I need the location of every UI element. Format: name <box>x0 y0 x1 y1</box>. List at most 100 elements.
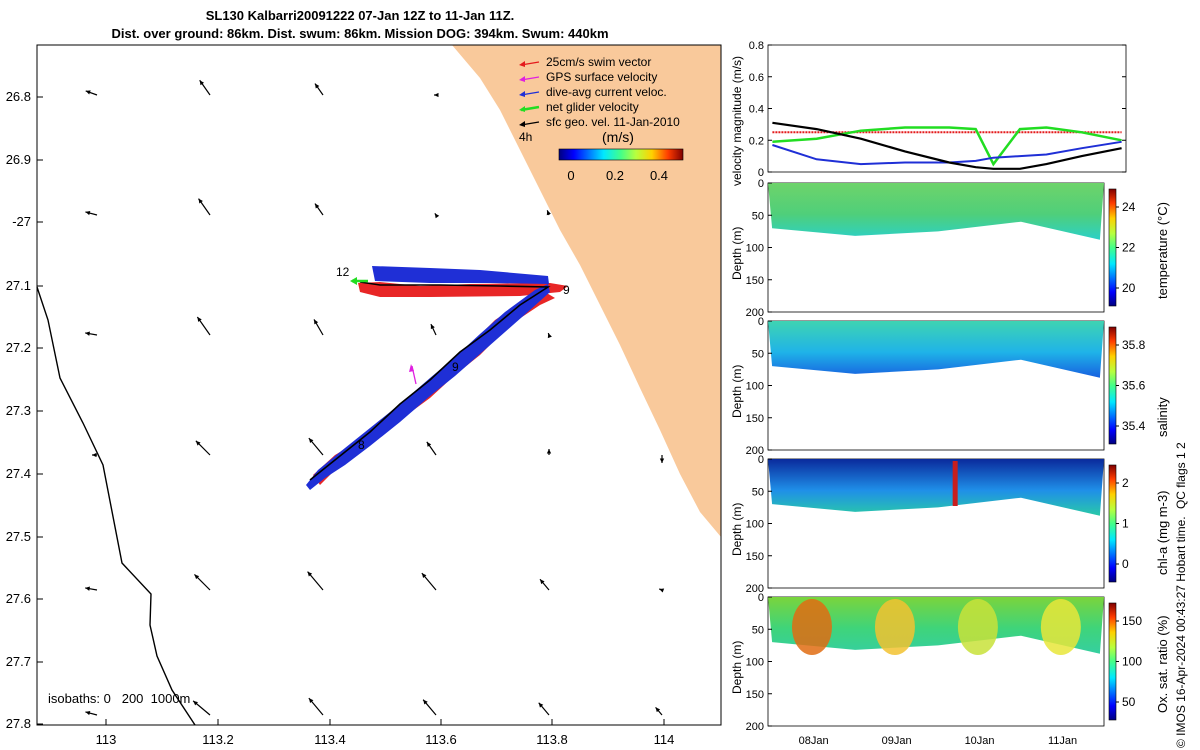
depth-tick-label: 150 <box>746 275 764 287</box>
map-frame <box>36 44 722 726</box>
plot-title-line1: SL130 Kalbarri20091222 07-Jan 12Z to 11-… <box>205 8 515 23</box>
day-label-9a: 9 <box>452 360 459 374</box>
velocity-panel: 0.8 0.6 0.4 0.2 0 velocity magnitude (m/s) <box>730 40 1127 186</box>
colorbar-tick-label: 24 <box>1122 200 1136 214</box>
geostrophic-vectors <box>85 79 665 716</box>
geo-vector <box>85 710 98 716</box>
depth-tick-label: 150 <box>746 413 764 425</box>
map-ytick-label: -27 <box>12 214 31 229</box>
map-xtick-label: 113.4 <box>314 732 346 747</box>
depth-tick-label: 0 <box>758 178 764 190</box>
depth-tick-label: 0 <box>758 592 764 604</box>
legend-label: GPS surface velocity <box>546 70 657 84</box>
section-fill <box>768 183 1104 240</box>
legend-entry: sfc geo. vel. 11-Jan-2010 <box>519 115 680 129</box>
map-ytick-label: 27.7 <box>6 654 31 669</box>
depth-tick-label: 50 <box>752 210 764 222</box>
colorbar-tick-label: 50 <box>1122 695 1136 709</box>
geo-vector <box>85 586 98 591</box>
current-vector-band <box>306 266 550 490</box>
vel-ytick-label: 0.4 <box>749 104 764 116</box>
section-fill <box>768 321 1104 378</box>
depth-tick-label: 150 <box>746 551 764 563</box>
legend-label: 25cm/s swim vector <box>546 55 651 69</box>
depth-tick-label: 200 <box>746 721 764 733</box>
geo-vector <box>538 702 550 716</box>
geo-vector <box>430 323 437 336</box>
oxygen-maximum <box>1040 599 1081 655</box>
time-tick-label: 10Jan <box>965 735 995 747</box>
geo-vector <box>195 440 211 456</box>
depth-axis-label: Depth (m) <box>730 503 744 556</box>
depth-tick-label: 150 <box>746 689 764 701</box>
depth-tick-label: 0 <box>758 454 764 466</box>
day-label-12: 12 <box>336 265 350 279</box>
geo-vector <box>426 441 437 456</box>
geo-vector <box>308 437 324 456</box>
depth-tick-label: 200 <box>746 307 764 319</box>
section-panel: 0 50 100 150 200 Depth (m) 2 1 0 chl-a (mg m-3) <box>730 454 1170 595</box>
section-colorbar <box>1108 326 1117 445</box>
geo-vector <box>421 572 437 591</box>
day-label-8: 8 <box>358 438 365 452</box>
hour-label: 4h <box>519 130 532 144</box>
geo-vector <box>85 90 98 96</box>
time-tick-label: 09Jan <box>882 735 912 747</box>
map-ytick-label: 27.8 <box>6 716 31 731</box>
depth-axis-label: Depth (m) <box>730 227 744 280</box>
geo-vector <box>92 452 97 458</box>
geo-vector <box>314 203 324 216</box>
colorbar-tick-label: 150 <box>1122 614 1142 628</box>
map-xtick-label: 114 <box>654 732 675 747</box>
map-ytick-label: 26.8 <box>6 89 31 104</box>
legend-entry: 25cm/s swim vector <box>519 55 651 69</box>
map-xtick-label: 113.6 <box>425 732 457 747</box>
map-xtick-label: 113 <box>96 732 117 747</box>
geo-vector <box>434 92 439 98</box>
legend-entry: dive-avg current veloc. <box>519 85 667 99</box>
section-colorbar <box>1108 464 1117 583</box>
map-ytick-label: 26.9 <box>6 152 31 167</box>
depth-tick-label: 50 <box>752 624 764 636</box>
depth-tick-label: 100 <box>746 381 764 393</box>
gps-velocity-arrowhead <box>409 364 414 372</box>
depth-axis-label: Depth (m) <box>730 365 744 418</box>
section-colorbar-label: salinity <box>1155 397 1170 437</box>
section-colorbar <box>1108 188 1117 307</box>
colorbar-tick-label: 20 <box>1122 281 1136 295</box>
oxygen-maximum <box>957 599 998 655</box>
geo-vector <box>547 332 552 339</box>
time-tick-label: 11Jan <box>1048 735 1077 747</box>
colorbar-tick-label: 1 <box>1122 517 1129 531</box>
isobaths-label: isobaths: 0 200 1000m <box>48 691 190 706</box>
map-ytick-label: 27.5 <box>6 529 31 544</box>
depth-tick-label: 0 <box>758 316 764 328</box>
legend-label: net glider velocity <box>546 100 639 114</box>
vel-ytick-label: 0 <box>758 167 764 179</box>
legend-entry: net glider velocity <box>519 100 639 114</box>
section-panel: 0 50 100 150 200 Depth (m) 24 22 20 temperature (… <box>730 178 1170 319</box>
depth-tick-label: 50 <box>752 486 764 498</box>
geo-vector <box>659 455 665 463</box>
colorbar-tick-label: 100 <box>1122 655 1142 669</box>
geo-vector <box>655 706 663 716</box>
geo-vector <box>308 697 324 716</box>
velocity-ylabel: velocity magnitude (m/s) <box>730 56 744 186</box>
section-colorbar <box>1108 602 1117 721</box>
section-colorbar-label: chl-a (mg m-3) <box>1155 490 1170 575</box>
legend-label: dive-avg current veloc. <box>546 85 667 99</box>
geo-vector <box>198 198 211 216</box>
geo-vector <box>313 319 324 336</box>
legend-label: sfc geo. vel. 11-Jan-2010 <box>546 115 680 129</box>
chl-spike <box>952 461 958 506</box>
section-colorbar-label: temperature (°C) <box>1155 202 1170 299</box>
time-tick-label: 08Jan <box>799 735 829 747</box>
depth-tick-label: 50 <box>752 348 764 360</box>
track-map: 12 8 9 9 113 113.2 113.4 113.6 113.8 114 26.8… <box>6 44 722 747</box>
section-fill <box>768 459 1104 516</box>
geo-vector <box>192 700 211 716</box>
map-xtick-label: 113.2 <box>202 732 234 747</box>
plot-title-line2: Dist. over ground: 86km. Dist. swum: 86k… <box>111 26 609 41</box>
geo-vector <box>307 571 324 591</box>
depth-axis-label: Depth (m) <box>730 641 744 694</box>
